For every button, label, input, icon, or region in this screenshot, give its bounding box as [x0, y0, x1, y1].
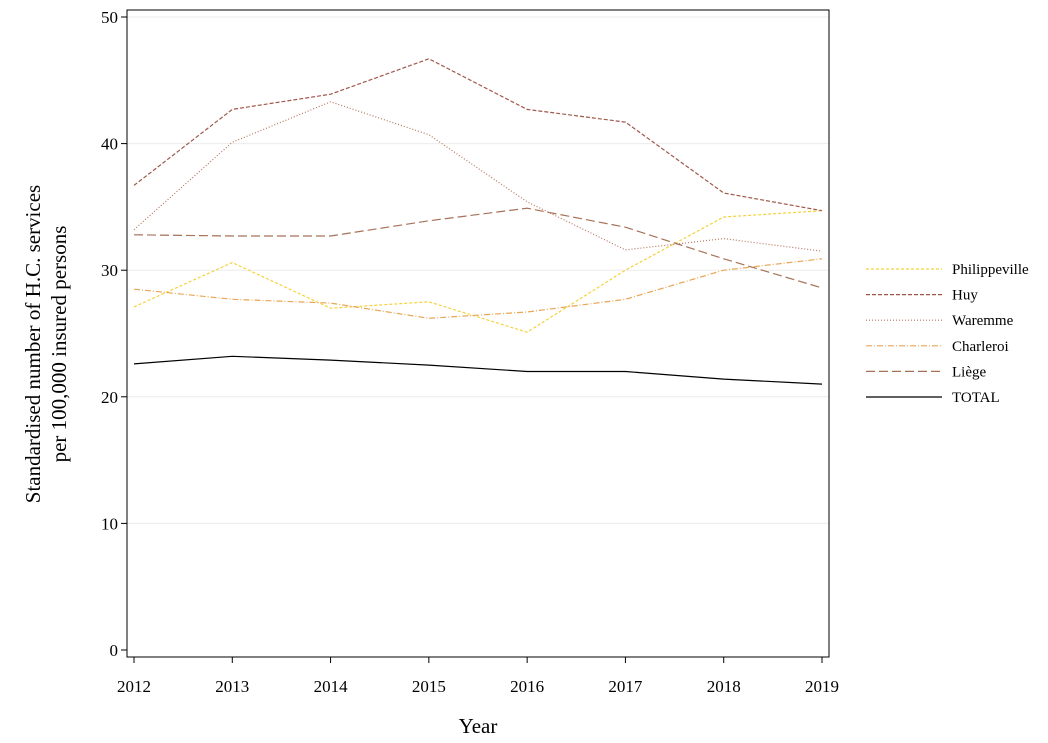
gridlines	[127, 16, 829, 524]
y-axis-title-line-2: per 100,000 insured persons	[47, 226, 71, 463]
x-tick-label: 2015	[412, 677, 446, 696]
y-tick-label: 20	[101, 388, 118, 407]
x-tick-label: 2019	[805, 677, 839, 696]
x-tick-label: 2017	[608, 677, 643, 696]
legend-label: TOTAL	[952, 390, 1000, 406]
legend-label: Charleroi	[952, 339, 1009, 355]
y-tick-label: 40	[101, 135, 118, 154]
x-tick-label: 2016	[510, 677, 544, 696]
series-lines	[133, 58, 823, 385]
x-axis-title: Year	[459, 714, 498, 738]
y-tick-label: 10	[101, 514, 118, 533]
series-line-li-ge	[133, 207, 823, 289]
series-line-charleroi	[133, 258, 823, 319]
axis-ticks: 0 10 20 30 40 50 2012 2013 2014 2015 2016 2017 2018 2…	[101, 8, 839, 696]
series-line-huy	[133, 58, 823, 212]
x-tick-label: 2013	[215, 677, 249, 696]
y-axis-title-line-1: Standardised number of H.C. services	[21, 185, 45, 503]
legend-label: Huy	[952, 288, 978, 304]
y-tick-label: 50	[101, 8, 118, 27]
legend-label: Liège	[952, 364, 986, 380]
series-line-total	[133, 355, 823, 385]
series-line-philippeville	[133, 210, 823, 333]
x-tick-label: 2018	[707, 677, 741, 696]
legend: Philippeville Huy Waremme Charleroi Liège TOT…	[866, 262, 1029, 406]
legend-label: Waremme	[952, 313, 1014, 329]
series-line-waremme	[133, 101, 823, 252]
legend-label: Philippeville	[952, 262, 1029, 278]
x-tick-label: 2014	[314, 677, 349, 696]
plot-area-frame	[126, 9, 830, 658]
y-tick-label: 30	[101, 261, 118, 280]
y-tick-label: 0	[110, 641, 119, 660]
x-tick-label: 2012	[117, 677, 151, 696]
